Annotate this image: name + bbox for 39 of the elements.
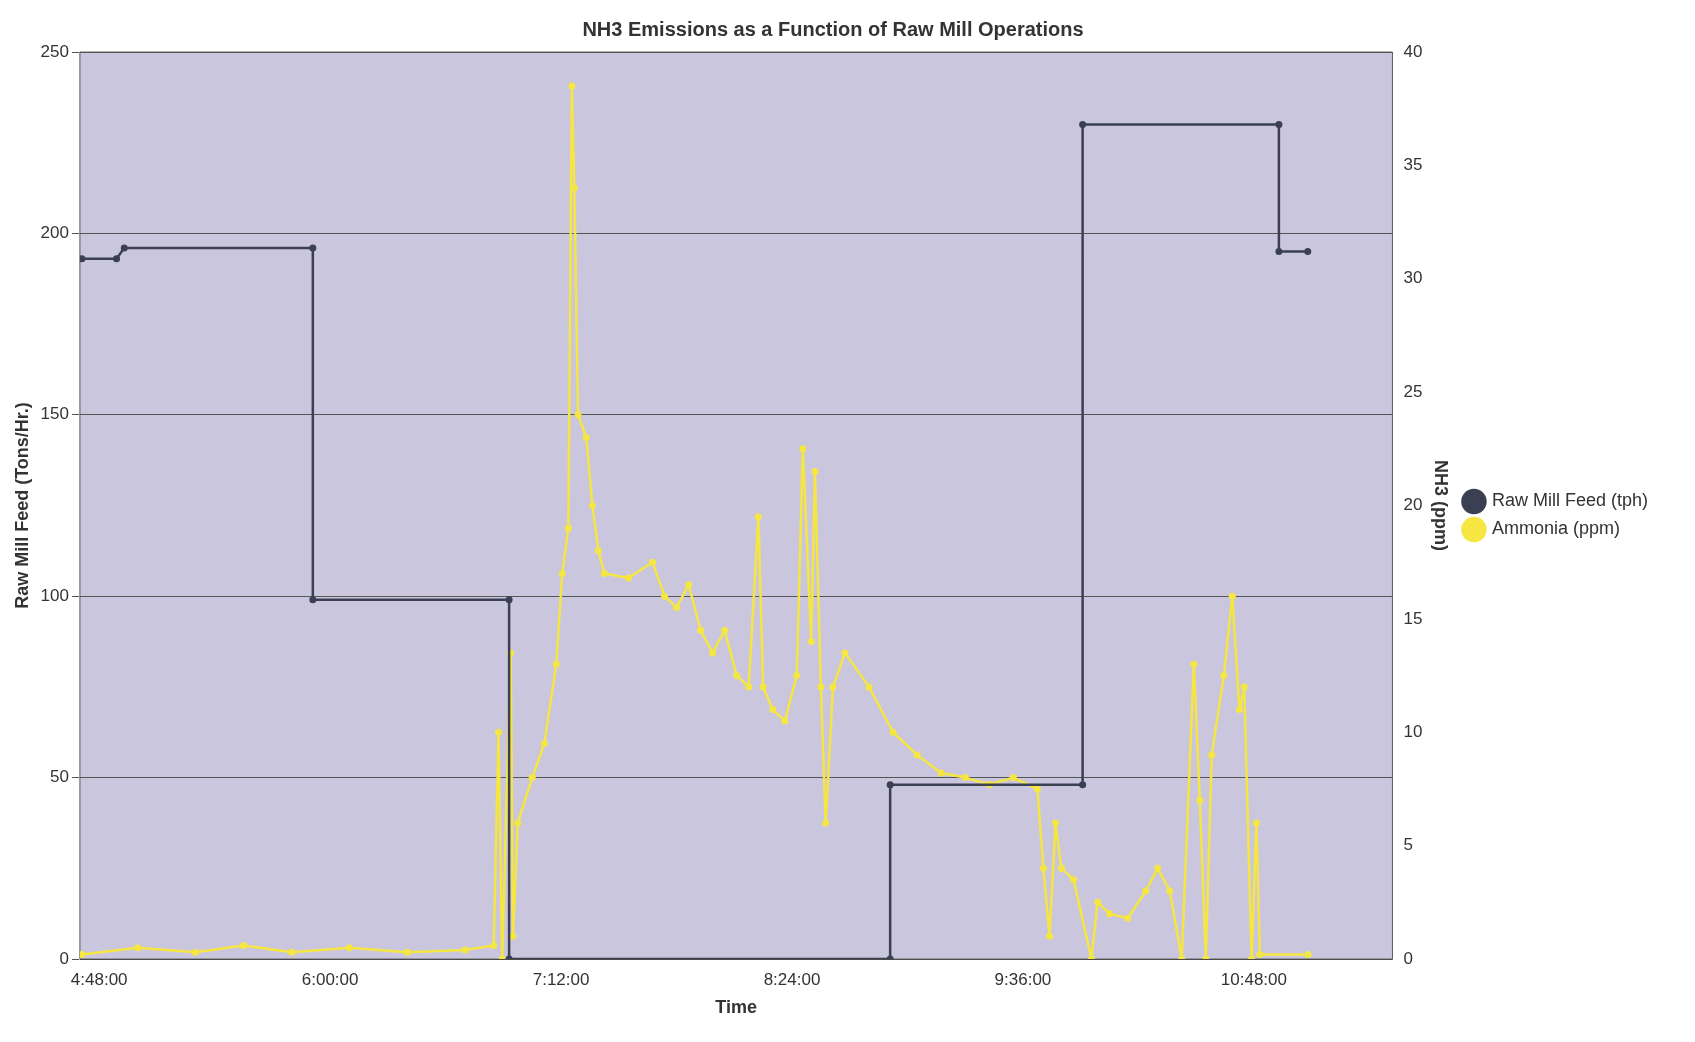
y-tick-label: 250 [40, 41, 69, 61]
y2-tick-label: 15 [1403, 608, 1423, 628]
point [1079, 781, 1087, 789]
y2-tick-label: 30 [1403, 268, 1423, 288]
y-tick-label: 50 [50, 767, 69, 787]
y2-tick-label: 0 [1403, 948, 1413, 968]
point [120, 244, 128, 252]
point [1079, 121, 1087, 129]
y2-tick-label: 20 [1403, 495, 1423, 515]
point [1275, 248, 1283, 256]
y2-tick-label: 40 [1403, 41, 1423, 61]
x-tick-label: 8:24:00 [763, 969, 821, 989]
x-tick-label: 10:48:00 [1220, 969, 1287, 989]
point [1275, 121, 1283, 129]
chart-title: NH3 Emissions as a Function of Raw Mill Operations [582, 17, 1084, 40]
point [113, 255, 121, 263]
y-tick-label: 200 [40, 223, 69, 243]
y2-tick-label: 25 [1403, 381, 1423, 401]
point [79, 255, 86, 263]
point [309, 244, 317, 252]
point [505, 596, 513, 604]
y2-tick-label: 35 [1403, 155, 1423, 175]
point [886, 781, 894, 789]
y-tick-label: 100 [40, 585, 69, 605]
y2-tick-label: 5 [1403, 835, 1413, 855]
y-axis-title: Raw Mill Feed (Tons/Hr.) [11, 402, 32, 609]
x-tick-label: 9:36:00 [994, 969, 1052, 989]
y2-axis-title: NH3 (ppm) [1431, 460, 1452, 551]
y2-tick-label: 10 [1403, 721, 1423, 741]
point [1304, 248, 1312, 256]
x-tick-label: 6:00:00 [301, 969, 359, 989]
legend-label: Ammonia (ppm) [1491, 518, 1620, 539]
point [309, 596, 317, 604]
x-axis-title: Time [715, 997, 758, 1018]
x-tick-label: 4:48:00 [70, 969, 128, 989]
y-tick-label: 0 [59, 948, 69, 968]
legend-label: Raw Mill Feed (tph) [1491, 490, 1649, 511]
y-tick-label: 150 [40, 404, 69, 424]
x-tick-label: 7:12:00 [532, 969, 590, 989]
